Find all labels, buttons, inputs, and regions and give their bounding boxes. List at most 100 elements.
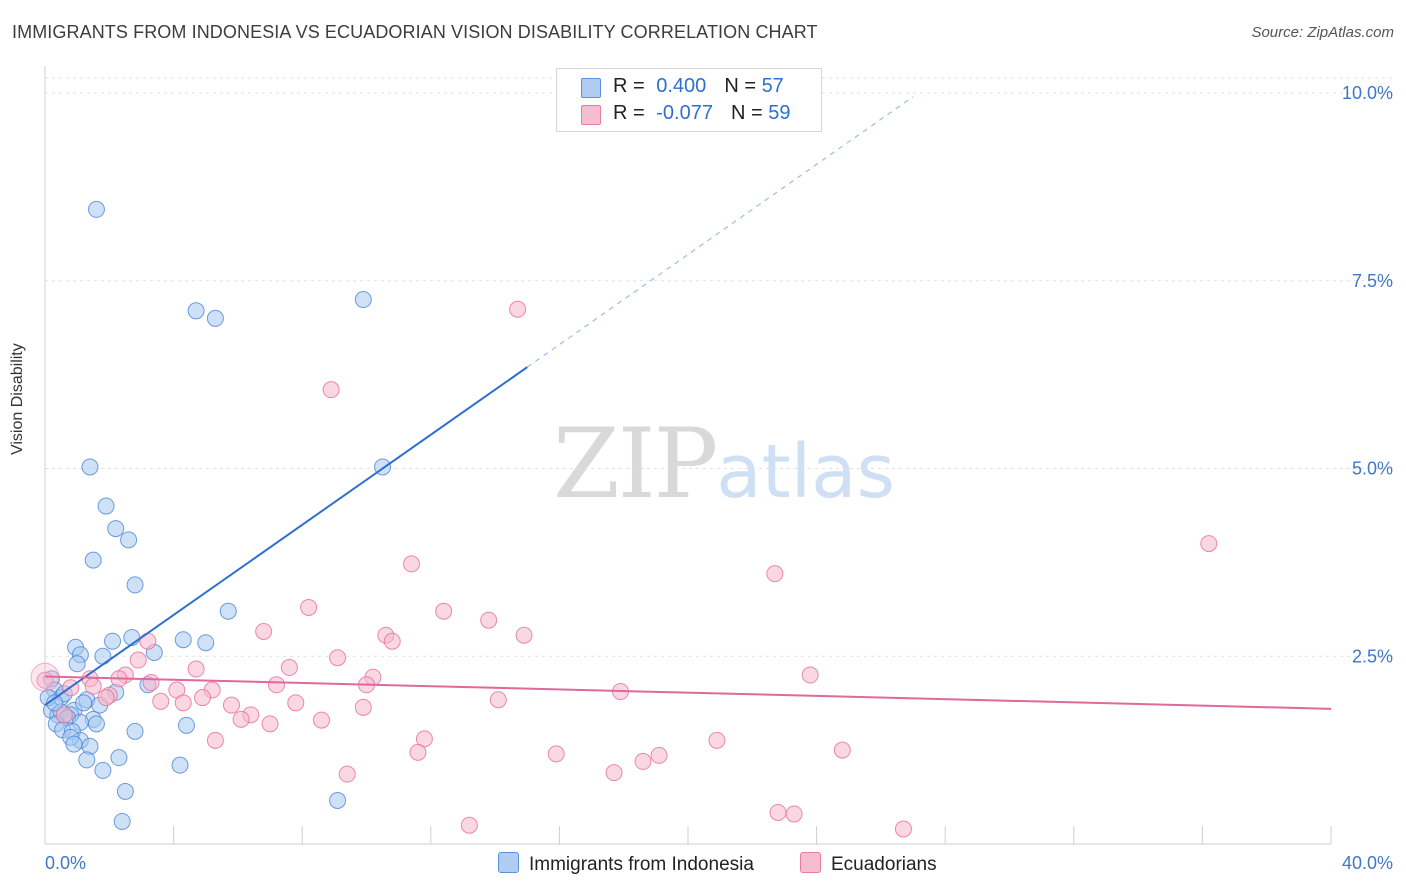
indonesia-point xyxy=(87,715,105,733)
ecuadorian-point xyxy=(634,752,652,770)
ecuadorian-point xyxy=(833,741,851,759)
bottom-legend-label-indonesia: Immigrants from Indonesia xyxy=(529,854,754,875)
bottom-legend-swatch-ecuadorians xyxy=(800,852,821,873)
legend-text-indonesia: R = 0.400 N = 57 xyxy=(613,75,784,98)
ecuadorian-point xyxy=(206,731,224,749)
ecuadorian-point xyxy=(547,745,565,763)
legend-n-value: 59 xyxy=(768,102,791,124)
ecuadorian-point xyxy=(785,805,803,823)
indonesia-point xyxy=(110,749,128,767)
ecuadorian-point xyxy=(55,706,73,724)
indonesia-point xyxy=(87,200,105,218)
watermark-atlas: atlas xyxy=(716,429,896,515)
indonesia-point xyxy=(65,735,83,753)
y-tick-label: 7.5% xyxy=(1352,271,1393,291)
indonesia-point xyxy=(68,655,86,673)
ecuadorian-point xyxy=(489,691,507,709)
ecuadorian-point xyxy=(287,694,305,712)
ecuadorian-point xyxy=(435,602,453,620)
indonesia-point xyxy=(107,520,125,538)
watermark: ZIPatlas xyxy=(553,408,895,520)
ecuadorian-point xyxy=(480,611,498,629)
indonesia-trendline-extension xyxy=(526,96,914,368)
ecuadorian-point xyxy=(255,622,273,640)
correlation-legend: R = 0.400 N = 57 R = -0.077 N = 59 xyxy=(556,68,822,132)
ecuadorian-point xyxy=(129,651,147,669)
bottom-legend-ecuadorians: Ecuadorians xyxy=(800,852,937,876)
indonesia-point xyxy=(329,791,347,809)
ecuadorian-point xyxy=(139,632,157,650)
ecuadorian-point xyxy=(222,696,240,714)
indonesia-point xyxy=(219,602,237,620)
legend-text-ecuadorians: R = -0.077 N = 59 xyxy=(613,102,790,125)
ecuadorian-point xyxy=(460,816,478,834)
legend-r-label: R = xyxy=(613,75,651,97)
ecuadorian-point xyxy=(97,689,115,707)
indonesia-point xyxy=(126,722,144,740)
indonesia-point xyxy=(81,458,99,476)
ecuadorian-point xyxy=(338,765,356,783)
indonesia-point xyxy=(113,812,131,830)
legend-n-label: N = xyxy=(724,75,762,97)
indonesia-point xyxy=(174,631,192,649)
indonesia-trendline xyxy=(44,366,528,706)
indonesia-point xyxy=(187,302,205,320)
ecuadorian-point xyxy=(769,803,787,821)
ecuadorian-point xyxy=(650,746,668,764)
ecuadorian-point xyxy=(322,381,340,399)
ecuadorian-point xyxy=(383,632,401,650)
ecuadorian-trendline xyxy=(44,675,1332,710)
legend-swatch-indonesia xyxy=(581,78,601,98)
ecuadorian-point xyxy=(142,674,160,692)
legend-n-value: 57 xyxy=(761,75,784,97)
indonesia-point xyxy=(78,751,96,769)
ecuadorian-point xyxy=(801,666,819,684)
ecuadorian-point xyxy=(509,300,527,318)
ecuadorian-point xyxy=(84,677,102,695)
ecuadorian-point xyxy=(300,598,318,616)
indonesia-point xyxy=(206,309,224,327)
legend-r-value: 0.400 xyxy=(656,75,707,97)
indonesia-point xyxy=(197,634,215,652)
indonesia-point xyxy=(171,756,189,774)
ecuadorian-point xyxy=(194,689,212,707)
indonesia-point xyxy=(116,782,134,800)
indonesia-point xyxy=(104,632,122,650)
y-axis-label: Vision Disability xyxy=(9,343,26,455)
legend-n-label: N = xyxy=(730,102,769,124)
watermark-zip: ZIP xyxy=(553,408,718,520)
ecuadorian-point xyxy=(708,731,726,749)
ecuadorian-point xyxy=(409,743,427,761)
source-label: Source: ZipAtlas.com xyxy=(1251,24,1394,41)
x-tick-label: 40.0% xyxy=(1342,853,1393,873)
ecuadorian-point xyxy=(174,694,192,712)
indonesia-point xyxy=(354,291,372,309)
legend-r-value: -0.077 xyxy=(656,102,713,124)
bottom-legend-label-ecuadorians: Ecuadorians xyxy=(831,854,937,875)
ecuadorian-point xyxy=(329,649,347,667)
ecuadorian-point xyxy=(403,555,421,573)
indonesia-point xyxy=(120,531,138,549)
bottom-legend-indonesia: Immigrants from Indonesia xyxy=(498,852,754,876)
indonesia-point xyxy=(177,716,195,734)
ecuadorian-point xyxy=(261,715,279,733)
ecuadorian-point xyxy=(515,626,533,644)
bottom-legend-swatch-indonesia xyxy=(498,852,519,873)
ecuadorian-point xyxy=(232,710,250,728)
ecuadorian-point xyxy=(152,692,170,710)
ecuadorian-point xyxy=(312,711,330,729)
x-tick-label: 0.0% xyxy=(45,853,86,873)
ecuadorian-point xyxy=(894,820,912,838)
ecuadorian-point xyxy=(187,660,205,678)
indonesia-point xyxy=(84,551,102,569)
y-tick-label: 5.0% xyxy=(1352,459,1393,479)
y-tick-label: 10.0% xyxy=(1342,83,1393,103)
ecuadorian-point xyxy=(354,698,372,716)
legend-swatch-ecuadorians xyxy=(581,105,601,125)
ecuadorian-point xyxy=(605,764,623,782)
indonesia-point xyxy=(94,761,112,779)
ecuadorian-point xyxy=(267,676,285,694)
chart-title: IMMIGRANTS FROM INDONESIA VS ECUADORIAN … xyxy=(12,22,818,42)
y-tick-label: 2.5% xyxy=(1352,646,1393,666)
